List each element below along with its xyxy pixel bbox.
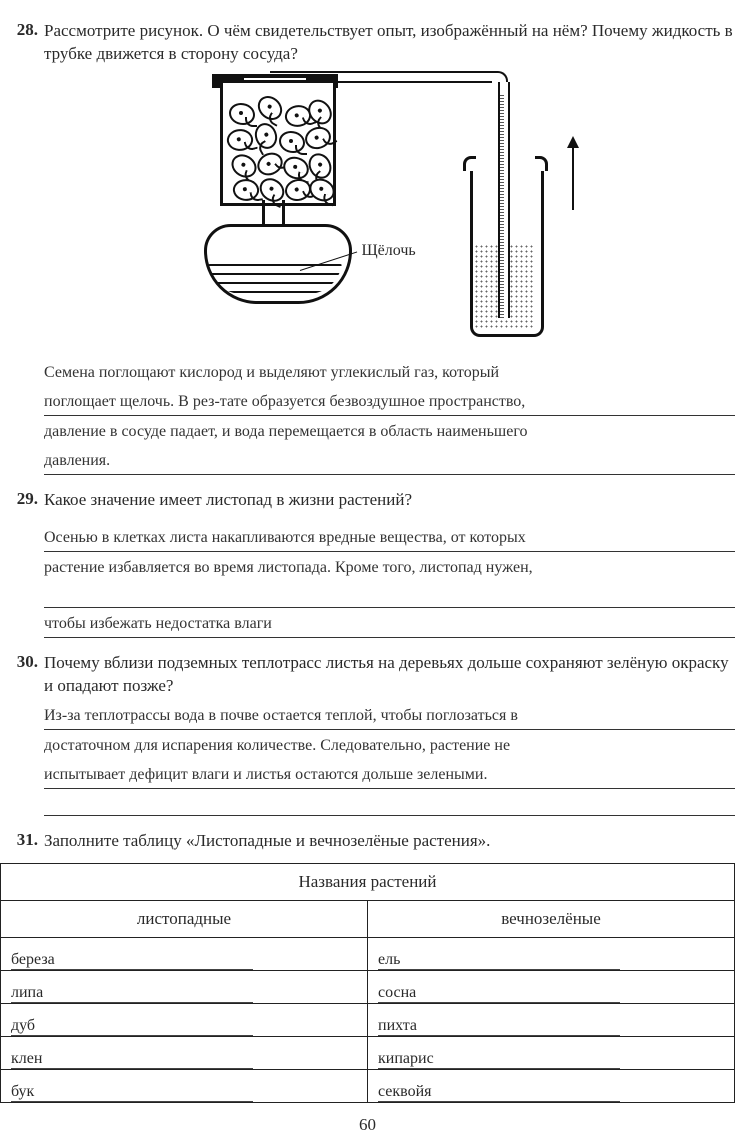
answer-line: давления. (44, 449, 735, 475)
answer-line (44, 585, 735, 608)
question-number: 29. (0, 489, 38, 509)
answer-line (44, 793, 735, 816)
table-row: дуб пихта (1, 1003, 735, 1036)
arrow-up-icon (572, 138, 574, 210)
answer-line: поглощает щелочь. В рез-тате образуется … (44, 390, 735, 416)
table-cell: клен (1, 1036, 368, 1069)
question-129: 29. Какое значение имеет листопад в жизн… (0, 489, 735, 642)
question-number: 28. (0, 20, 38, 40)
answer-line: испытывает дефицит влаги и листья остают… (44, 763, 735, 789)
answer-line: чтобы избежать недостатка влаги (44, 612, 735, 638)
table-header-row: листопадные вечнозелёные (1, 900, 735, 937)
question-body: Заполните таблицу «Листопадные и вечнозе… (38, 830, 735, 853)
answer-line: Осенью в клетках листа накапливаются вре… (44, 526, 735, 552)
question-body: Какое значение имеет листопад в жизни ра… (38, 489, 735, 642)
table-cell: бук (1, 1069, 368, 1102)
question-text: Какое значение имеет листопад в жизни ра… (44, 489, 735, 512)
answer-130: Из-за теплотрассы вода в почве остается … (44, 704, 735, 816)
answer-129: Осенью в клетках листа накапливаются вре… (44, 526, 735, 638)
answer-128: Семена поглощают кислород и выделяют угл… (44, 361, 735, 475)
workbook-page: 28. Рассмотрите рисунок. О чём свидетель… (0, 0, 755, 1145)
table-cell: дуб (1, 1003, 368, 1036)
question-130: 30. Почему вблизи подземных теплотрасс л… (0, 652, 735, 820)
answer-line: достаточном для испарения количестве. Сл… (44, 734, 735, 759)
table-row: клен кипарис (1, 1036, 735, 1069)
question-text: Почему вблизи подземных теплотрасс листь… (44, 652, 735, 698)
col-header: листопадные (1, 900, 368, 937)
table-cell: пихта (368, 1003, 735, 1036)
answer-line: давление в сосуде падает, и вода перемещ… (44, 420, 735, 445)
question-body: Рассмотрите рисунок. О чём свидетельству… (38, 20, 735, 479)
experiment-figure: Щёлочь (170, 74, 610, 349)
table-cell: береза (1, 937, 368, 970)
table-title-row: Названия растений (1, 863, 735, 900)
question-text: Рассмотрите рисунок. О чём свидетельству… (44, 20, 735, 66)
question-body: Почему вблизи подземных теплотрасс листь… (38, 652, 735, 820)
plants-table: Названия растений листопадные вечнозелён… (0, 863, 735, 1103)
table-cell: сосна (368, 970, 735, 1003)
question-number: 31. (0, 830, 38, 850)
answer-line: Из-за теплотрассы вода в почве остается … (44, 704, 735, 730)
question-number: 30. (0, 652, 38, 672)
answer-line: Семена поглощают кислород и выделяют угл… (44, 361, 735, 386)
answer-line: растение избавляется во время листопада.… (44, 556, 735, 581)
table-cell: кипарис (368, 1036, 735, 1069)
table-title: Названия растений (1, 863, 735, 900)
table-cell: секвойя (368, 1069, 735, 1102)
question-131: 31. Заполните таблицу «Листопадные и веч… (0, 830, 735, 853)
col-header: вечнозелёные (368, 900, 735, 937)
table-cell: ель (368, 937, 735, 970)
table-cell: липа (1, 970, 368, 1003)
table-row: липа сосна (1, 970, 735, 1003)
figure-label: Щёлочь (362, 242, 416, 260)
question-text: Заполните таблицу «Листопадные и вечнозе… (44, 830, 735, 853)
table-row: бук секвойя (1, 1069, 735, 1102)
table-row: береза ель (1, 937, 735, 970)
question-128: 28. Рассмотрите рисунок. О чём свидетель… (0, 20, 735, 479)
